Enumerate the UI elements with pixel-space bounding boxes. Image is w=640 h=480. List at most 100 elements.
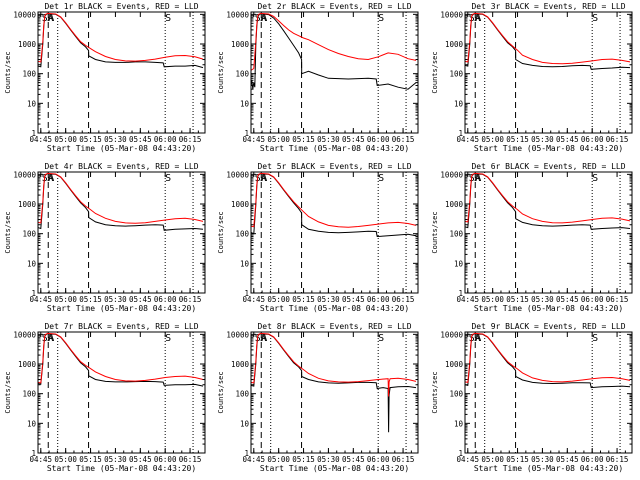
y-tick-label: 1000	[445, 200, 464, 209]
y-axis-label: Counts/sec	[4, 51, 12, 93]
x-axis-label: Start Time (05-Mar-08 04:43:20)	[474, 464, 623, 473]
annotation-label: A	[261, 173, 267, 184]
x-axis-label: Start Time (05-Mar-08 04:43:20)	[260, 144, 409, 153]
lld-series-line	[38, 12, 204, 63]
y-tick-label: 1000	[18, 200, 37, 209]
y-tick-label: 10	[454, 99, 464, 108]
annotation-label: S	[378, 333, 384, 344]
x-tick-label: 06:15	[392, 455, 415, 464]
events-series-line	[38, 333, 204, 387]
x-tick-label: 06:00	[581, 455, 604, 464]
panel-title: Det 8r BLACK = Events, RED = LLD	[257, 322, 411, 331]
y-tick-label: 1	[244, 289, 249, 298]
panel-title: Det 7r BLACK = Events, RED = LLD	[44, 322, 198, 331]
x-tick-label: 05:30	[531, 135, 554, 144]
x-tick-label: 05:30	[317, 295, 340, 304]
y-tick-label: 10	[240, 419, 250, 428]
y-tick-label: 1000	[231, 200, 250, 209]
annotation-label: S	[165, 173, 171, 184]
x-tick-label: 04:45	[29, 455, 52, 464]
x-tick-label: 04:45	[29, 135, 52, 144]
x-tick-label: 05:15	[506, 455, 529, 464]
events-series-line	[251, 173, 417, 238]
x-tick-label: 06:15	[606, 135, 629, 144]
plot-frame	[250, 331, 419, 454]
x-tick-label: 04:45	[242, 455, 265, 464]
y-axis-label: Counts/sec	[217, 371, 225, 413]
annotation-label: A	[47, 173, 53, 184]
y-tick-label: 1	[31, 129, 36, 138]
x-axis-label: Start Time (05-Mar-08 04:43:20)	[47, 144, 196, 153]
y-tick-label: 100	[22, 230, 36, 239]
x-tick-label: 05:45	[129, 135, 152, 144]
y-axis-label: Counts/sec	[4, 211, 12, 253]
events-series-line	[465, 13, 631, 70]
y-axis-label: Counts/sec	[217, 51, 225, 93]
annotation-label: S	[165, 333, 171, 344]
y-tick-label: 10	[240, 99, 250, 108]
y-tick-label: 100	[449, 230, 463, 239]
y-tick-label: 10000	[226, 170, 249, 179]
y-tick-label: 10000	[13, 170, 36, 179]
plot-frame	[464, 331, 633, 454]
x-tick-label: 06:00	[154, 135, 177, 144]
plot-frame	[250, 11, 419, 134]
x-tick-label: 04:45	[29, 295, 52, 304]
x-tick-label: 06:00	[581, 295, 604, 304]
x-tick-label: 05:15	[292, 295, 315, 304]
y-tick-label: 1	[458, 449, 463, 458]
x-axis-label: Start Time (05-Mar-08 04:43:20)	[474, 304, 623, 313]
x-tick-label: 05:30	[104, 295, 127, 304]
panel-title: Det 3r BLACK = Events, RED = LLD	[471, 2, 625, 11]
y-tick-label: 1	[458, 129, 463, 138]
x-tick-label: 06:00	[154, 295, 177, 304]
x-tick-label: 05:30	[317, 455, 340, 464]
x-tick-label: 05:45	[556, 135, 579, 144]
y-tick-label: 1	[244, 129, 249, 138]
annotation-label: A	[474, 173, 480, 184]
x-tick-label: 05:45	[342, 135, 365, 144]
panel-title: Det 4r BLACK = Events, RED = LLD	[44, 162, 198, 171]
annotation-label: S	[378, 13, 384, 24]
x-tick-label: 06:15	[179, 295, 202, 304]
annotation-label: S	[165, 13, 171, 24]
x-tick-label: 06:15	[179, 135, 202, 144]
x-tick-label: 05:15	[506, 295, 529, 304]
panel-title: Det 9r BLACK = Events, RED = LLD	[471, 322, 625, 331]
x-axis-label: Start Time (05-Mar-08 04:43:20)	[260, 304, 409, 313]
panel-title: Det 6r BLACK = Events, RED = LLD	[471, 162, 625, 171]
x-tick-label: 05:45	[342, 295, 365, 304]
annotation-label: A	[261, 13, 267, 24]
x-tick-label: 05:30	[317, 135, 340, 144]
x-tick-label: 05:15	[292, 455, 315, 464]
x-axis-label: Start Time (05-Mar-08 04:43:20)	[47, 304, 196, 313]
x-tick-label: 06:00	[581, 135, 604, 144]
events-series-line	[38, 13, 204, 69]
panel-title: Det 5r BLACK = Events, RED = LLD	[257, 162, 411, 171]
y-tick-label: 10	[240, 259, 250, 268]
y-tick-label: 10	[27, 99, 37, 108]
annotation-label: A	[47, 13, 53, 24]
x-tick-label: 05:30	[104, 135, 127, 144]
x-tick-label: 05:00	[267, 295, 290, 304]
x-tick-label: 05:15	[79, 295, 102, 304]
y-axis-label: Counts/sec	[431, 371, 439, 413]
annotation-label: S	[592, 333, 598, 344]
lld-series-line	[251, 172, 417, 228]
x-tick-label: 06:15	[606, 455, 629, 464]
x-tick-label: 06:00	[367, 295, 390, 304]
annotation-label: A	[260, 173, 266, 184]
y-tick-label: 1	[458, 289, 463, 298]
lld-series-line	[251, 12, 417, 71]
y-tick-label: 10000	[13, 10, 36, 19]
x-tick-label: 04:45	[456, 455, 479, 464]
y-axis-label: Counts/sec	[431, 51, 439, 93]
x-tick-label: 04:45	[242, 295, 265, 304]
events-series-line	[465, 173, 631, 230]
lld-series-line	[38, 332, 204, 384]
